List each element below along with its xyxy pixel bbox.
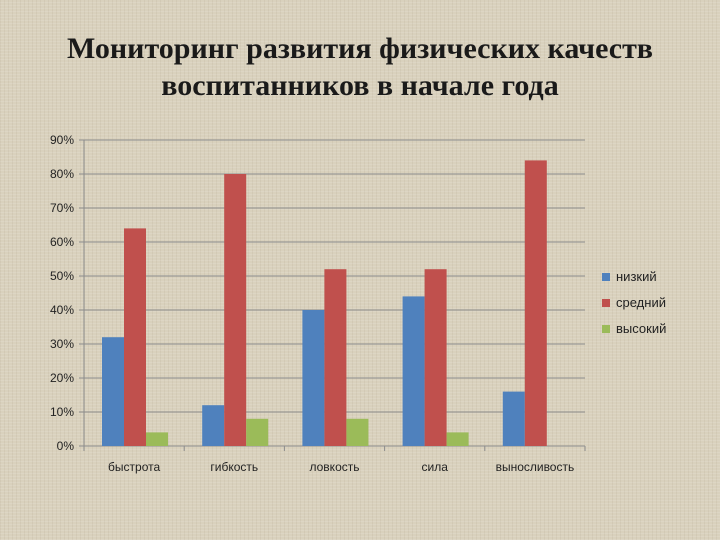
legend-label: низкий — [616, 269, 657, 284]
y-tick-label: 80% — [50, 167, 74, 181]
legend: низкий средний высокий — [602, 269, 666, 336]
bar-средний-сила — [424, 269, 447, 446]
y-tick-label: 70% — [50, 201, 74, 215]
x-tick-label: быстрота — [108, 460, 160, 474]
bar-низкий-сила — [402, 296, 425, 446]
bar-средний-ловкость — [324, 269, 347, 446]
bar-высокий-быстрота — [146, 432, 168, 446]
title-line-1: Мониторинг развития физических качеств — [66, 32, 654, 65]
bars — [102, 160, 547, 446]
x-tick-label: выносливость — [496, 460, 575, 474]
y-tick-label: 20% — [50, 371, 74, 385]
y-tick-label: 0% — [57, 439, 75, 453]
y-tick-label: 90% — [50, 133, 74, 147]
legend-label: средний — [616, 295, 666, 310]
legend-swatch-средний — [602, 299, 610, 307]
bar-высокий-ловкость — [346, 418, 369, 446]
y-tick-label: 10% — [50, 405, 74, 419]
bar-низкий-ловкость — [302, 310, 325, 446]
bar-средний-гибкость — [224, 174, 247, 446]
bar-высокий-гибкость — [246, 418, 269, 446]
y-tick-label: 50% — [50, 269, 74, 283]
bar-средний-выносливость — [524, 160, 547, 446]
bar-высокий-сила — [446, 432, 469, 446]
bar-низкий-гибкость — [202, 405, 225, 446]
legend-swatch-низкий — [602, 273, 610, 281]
bar-средний-быстрота — [124, 228, 146, 446]
title-line-2: воспитанников в начале года — [161, 69, 559, 102]
y-tick-label: 60% — [50, 235, 74, 249]
legend-label: высокий — [616, 321, 666, 336]
slide-title: Мониторинг развития физических качеств в… — [0, 30, 720, 104]
x-tick-label: гибкость — [210, 460, 258, 474]
legend-swatch-высокий — [602, 325, 610, 333]
bar-низкий-выносливость — [502, 391, 525, 446]
tick-labels: 0% 10% 20% 30% 40% 50% 60% 70% 80% 90% быстрота гиб… — [50, 133, 574, 474]
x-tick-label: сила — [422, 460, 449, 474]
y-tick-label: 40% — [50, 303, 74, 317]
y-tick-label: 30% — [50, 337, 74, 351]
bar-низкий-быстрота — [102, 337, 124, 446]
x-tick-label: ловкость — [310, 460, 360, 474]
